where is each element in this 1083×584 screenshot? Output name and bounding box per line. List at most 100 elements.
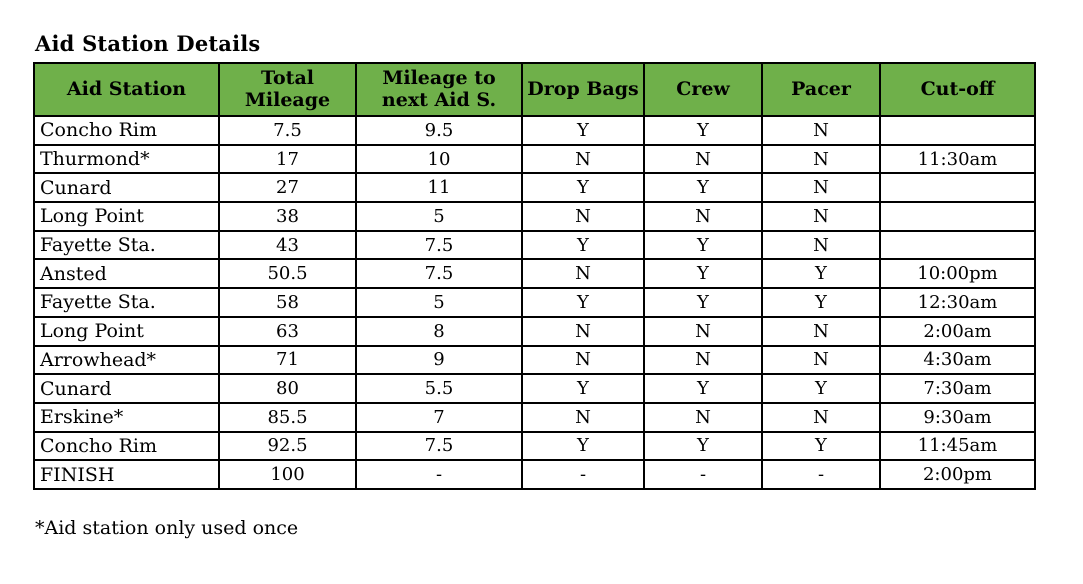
cell-drop-bags: Y [521,229,645,261]
cell-mileage-next: 8 [355,315,523,347]
cell-drop-bags: N [521,258,645,290]
cell-total-mileage: 7.5 [218,115,357,146]
cell-aid-station: Ansted [33,258,220,290]
table-row: Fayette Sta. 43 7.5 Y Y N [33,229,1036,261]
cell-aid-station: Concho Rim [33,430,220,462]
cell-crew: Y [643,373,763,404]
cell-pacer: - [761,459,881,490]
table-header-row: Aid Station Total Mileage Mileage to nex… [33,62,1036,117]
cell-aid-station: Long Point [33,315,220,347]
cell-cut-off: 11:45am [879,430,1036,462]
cell-mileage-next: 5 [355,201,523,232]
cell-pacer: Y [761,430,881,462]
cell-mileage-next: 7.5 [355,258,523,290]
cell-pacer: Y [761,258,881,290]
cell-mileage-next: 10 [355,143,523,175]
cell-total-mileage: 63 [218,315,357,347]
table-body: Concho Rim 7.5 9.5 Y Y N Thurmond* 17 10 N N N 11:30… [33,115,1036,490]
table-row: Concho Rim 92.5 7.5 Y Y Y 11:45am [33,430,1036,462]
cell-cut-off [879,201,1036,232]
cell-aid-station: Cunard [33,172,220,204]
cell-drop-bags: N [521,201,645,232]
cell-total-mileage: 27 [218,172,357,204]
cell-pacer: N [761,229,881,261]
cell-pacer: N [761,401,881,433]
cell-aid-station: Concho Rim [33,115,220,146]
cell-cut-off [879,229,1036,261]
cell-mileage-next: 9 [355,344,523,376]
cell-cut-off: 9:30am [879,401,1036,433]
footnote: *Aid station only used once [35,517,299,539]
cell-total-mileage: 43 [218,229,357,261]
cell-total-mileage: 17 [218,143,357,175]
cell-cut-off: 2:00am [879,315,1036,347]
cell-drop-bags: N [521,401,645,433]
cell-crew: Y [643,258,763,290]
table-row: Cunard 27 11 Y Y N [33,172,1036,204]
table-row: Thurmond* 17 10 N N N 11:30am [33,143,1036,175]
cell-crew: N [643,315,763,347]
column-header-crew: Crew [643,62,763,117]
cell-mileage-next: 7 [355,401,523,433]
cell-cut-off: 10:00pm [879,258,1036,290]
column-header-total-mileage: Total Mileage [218,62,357,117]
cell-cut-off [879,115,1036,146]
table-row: FINISH 100- - - -2:00pm [33,459,1036,490]
cell-crew: N [643,201,763,232]
cell-drop-bags: N [521,143,645,175]
column-header-cut-off: Cut-off [879,62,1036,117]
cell-aid-station: Fayette Sta. [33,287,220,318]
aid-station-table: Aid Station Total Mileage Mileage to nex… [33,62,1036,490]
cell-total-mileage: 50.5 [218,258,357,290]
table-row: Long Point 63 8 N N N 2:00am [33,315,1036,347]
table-row: Fayette Sta. 58 5 Y Y Y 12:30am [33,287,1036,318]
cell-aid-station: Thurmond* [33,143,220,175]
cell-mileage-next: 9.5 [355,115,523,146]
cell-aid-station: Arrowhead* [33,344,220,376]
cell-pacer: N [761,201,881,232]
cell-mileage-next: 5 [355,287,523,318]
cell-pacer: Y [761,287,881,318]
cell-cut-off: 11:30am [879,143,1036,175]
cell-drop-bags: N [521,344,645,376]
cell-cut-off [879,172,1036,204]
cell-pacer: N [761,172,881,204]
cell-drop-bags: N [521,315,645,347]
cell-pacer: N [761,115,881,146]
cell-total-mileage: 71 [218,344,357,376]
cell-crew: N [643,401,763,433]
cell-crew: Y [643,229,763,261]
cell-cut-off: 7:30am [879,373,1036,404]
cell-drop-bags: Y [521,287,645,318]
cell-pacer: N [761,344,881,376]
cell-pacer: Y [761,373,881,404]
cell-drop-bags: Y [521,373,645,404]
cell-aid-station: Cunard [33,373,220,404]
table-row: Long Point 38 5 N N N [33,201,1036,232]
cell-aid-station: Erskine* [33,401,220,433]
cell-crew: - [643,459,763,490]
cell-mileage-next: 5.5 [355,373,523,404]
table-row: Erskine* 85.5 7 N N N 9:30am [33,401,1036,433]
cell-crew: N [643,344,763,376]
cell-aid-station: FINISH [33,459,220,490]
cell-drop-bags: Y [521,115,645,146]
column-header-pacer: Pacer [761,62,881,117]
cell-cut-off: 4:30am [879,344,1036,376]
cell-mileage-next: 7.5 [355,430,523,462]
cell-pacer: N [761,143,881,175]
cell-total-mileage: 92.5 [218,430,357,462]
table-row: Arrowhead* 71 9 N N N 4:30am [33,344,1036,376]
cell-drop-bags: - [521,459,645,490]
cell-aid-station: Long Point [33,201,220,232]
cell-total-mileage: 38 [218,201,357,232]
table-row: Ansted 50.5 7.5 N Y Y 10:00pm [33,258,1036,290]
cell-crew: N [643,143,763,175]
cell-mileage-next: - [355,459,523,490]
cell-crew: Y [643,115,763,146]
table-row: Cunard 80 5.5 Y Y Y 7:30am [33,373,1036,404]
cell-drop-bags: Y [521,430,645,462]
cell-cut-off: 2:00pm [879,459,1036,490]
column-header-aid-station: Aid Station [33,62,220,117]
cell-total-mileage: 58 [218,287,357,318]
